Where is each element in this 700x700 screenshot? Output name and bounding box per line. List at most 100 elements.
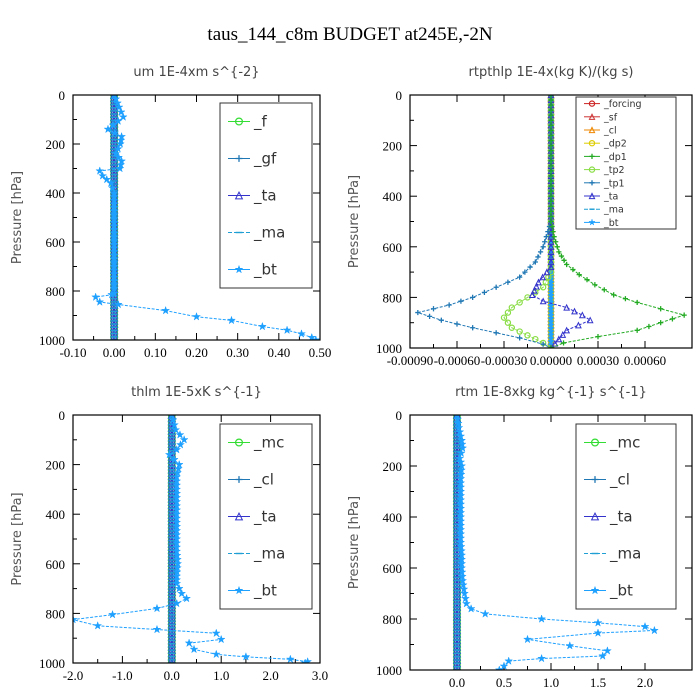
y-tick-label: 0	[396, 408, 403, 423]
legend-entry: _dp2	[584, 139, 627, 150]
data-point	[98, 171, 108, 180]
data-point	[103, 124, 113, 134]
x-tick-label: 2.0	[262, 668, 278, 683]
data-point	[543, 234, 549, 240]
data-point	[539, 273, 547, 281]
data-point	[649, 625, 659, 635]
x-tick-label: 0.30	[226, 345, 249, 360]
y-tick-label: 800	[46, 284, 66, 299]
data-point	[454, 321, 460, 327]
data-point	[563, 303, 571, 311]
x-tick-label: -0.00060	[434, 353, 481, 368]
legend-label: _mc	[253, 434, 284, 453]
legend-swatch-marker	[588, 100, 596, 107]
data-point	[548, 122, 554, 128]
data-point	[152, 603, 162, 613]
data-point	[532, 259, 538, 265]
plot-area	[91, 95, 320, 340]
data-point	[565, 640, 575, 650]
data-point	[494, 665, 504, 670]
data-point	[508, 324, 516, 331]
data-point	[551, 339, 559, 347]
x-tick-label: 0.40	[267, 345, 290, 360]
legend-label: _dp1	[603, 152, 627, 163]
legend-swatch-marker	[235, 438, 244, 447]
data-point	[91, 292, 101, 302]
y-tick-label: 0	[396, 88, 403, 103]
data-point	[508, 304, 516, 311]
x-tick-label: 0.50	[309, 345, 332, 360]
data-point	[118, 112, 128, 121]
legend-entry: _bt	[584, 582, 633, 601]
figure-suptitle: taus_144_c8m BUDGET at245E,-2N	[207, 24, 492, 45]
data-point	[111, 95, 121, 103]
data-point	[548, 117, 554, 123]
data-point	[540, 244, 546, 250]
legend-entry: _ta	[584, 508, 633, 527]
data-point	[415, 309, 421, 316]
data-point	[493, 330, 499, 336]
legend-label: _ta	[603, 192, 618, 203]
legend-entry: _ma	[228, 224, 285, 243]
data-point	[114, 102, 124, 112]
legend-label: _ma	[609, 545, 641, 564]
data-point	[548, 173, 554, 179]
data-point	[548, 143, 554, 149]
legend-swatch-marker	[588, 192, 596, 200]
data-point	[481, 289, 488, 295]
legend-label: _gf	[253, 150, 277, 169]
x-tick-label: 1.0	[213, 668, 229, 683]
data-point	[576, 272, 582, 278]
data-point	[681, 312, 687, 318]
data-point	[601, 287, 607, 293]
data-point	[113, 144, 123, 153]
data-point	[570, 266, 576, 273]
data-point	[547, 263, 555, 271]
data-point	[499, 661, 509, 670]
x-tick-label: -1.0	[112, 668, 133, 683]
data-point	[426, 313, 433, 319]
x-tick-label: 1.0	[543, 675, 559, 690]
data-point	[459, 588, 470, 598]
legend-label: _ma	[253, 224, 285, 243]
data-point	[522, 634, 533, 644]
data-point	[460, 593, 471, 603]
data-point	[161, 305, 171, 315]
data-point	[611, 292, 617, 298]
y-tick-label: 400	[383, 189, 403, 204]
data-point	[548, 153, 554, 159]
data-point	[539, 284, 547, 291]
y-tick-label: 1000	[39, 333, 65, 348]
data-point	[174, 583, 184, 593]
series-line	[415, 95, 552, 348]
y-tick-label: 600	[46, 557, 66, 572]
legend-entry: _bt	[228, 261, 277, 280]
legend-label: _ta	[253, 508, 277, 527]
data-point	[152, 624, 162, 634]
legend-entry: _ta	[584, 192, 618, 203]
y-tick-label: 200	[383, 139, 403, 154]
data-point	[241, 651, 251, 661]
data-point	[456, 448, 466, 458]
data-point	[548, 148, 554, 154]
panel-thlm: thlm 1E-5xK s^{-1} Pressure [hPa] -2.0 -1.0…	[10, 385, 328, 683]
data-point	[226, 315, 237, 325]
data-point	[458, 298, 464, 304]
data-point	[111, 148, 121, 158]
legend-entry: _ma	[584, 545, 641, 564]
legend-swatch-marker	[590, 438, 599, 447]
y-tick-label: 400	[383, 510, 403, 525]
data-point	[466, 603, 476, 613]
data-point	[461, 598, 471, 608]
data-point	[550, 229, 556, 235]
data-point	[168, 415, 178, 424]
legend-label: _forcing	[603, 99, 642, 110]
legend-entry: _tp2	[584, 165, 625, 176]
data-point	[169, 454, 179, 464]
axes-frame	[72, 414, 321, 664]
legend-swatch-marker	[234, 264, 244, 274]
data-point	[548, 95, 554, 98]
data-point	[95, 166, 105, 175]
data-point	[539, 297, 547, 305]
data-point	[454, 422, 464, 432]
